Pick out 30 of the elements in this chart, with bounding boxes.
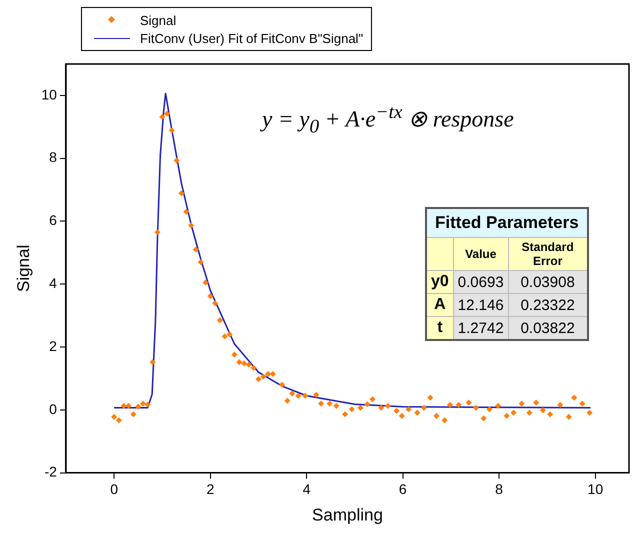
annotation: Fitted Parameters — [426, 208, 588, 238]
annotation: 0.03908 — [508, 270, 588, 294]
x-tick-label: 6 — [398, 481, 407, 498]
annotation: t — [426, 316, 454, 340]
x-tick-label: 8 — [495, 481, 504, 498]
annotation: Standard Error — [508, 238, 588, 270]
y-tick-label: 6 — [49, 212, 58, 228]
y-axis-title: Signal — [14, 244, 33, 292]
x-axis-title: Sampling — [312, 505, 383, 524]
legend-label: FitConv (User) Fit of FitConv B"Signal" — [140, 30, 364, 46]
annotation: 12.146 — [453, 294, 508, 316]
y-tick-label: -2 — [44, 464, 58, 480]
annotation: A — [426, 294, 454, 316]
x-tick-label: 10 — [588, 481, 604, 498]
annotation: 1.2742 — [453, 316, 508, 340]
legend-label: Signal — [140, 12, 176, 28]
y-tick-label: 0 — [49, 400, 58, 417]
annotation: y0 — [426, 270, 454, 294]
y-tick-label: 8 — [49, 149, 58, 166]
y-tick-label: 4 — [49, 274, 58, 291]
y-tick-label: 10 — [41, 86, 58, 102]
annotation: 0.0693 — [453, 270, 508, 294]
x-tick-label: 0 — [110, 481, 118, 498]
x-tick-label: 2 — [206, 481, 214, 498]
annotation: 0.23322 — [508, 294, 588, 316]
annotation: Value — [453, 238, 508, 270]
x-tick-label: 4 — [302, 481, 311, 498]
annotation: y = y$_{0}$ + A·e$^{−tx}$ ⊗ response — [262, 102, 514, 138]
y-tick-label: 2 — [49, 338, 58, 354]
annotation: 0.03822 — [508, 316, 588, 340]
